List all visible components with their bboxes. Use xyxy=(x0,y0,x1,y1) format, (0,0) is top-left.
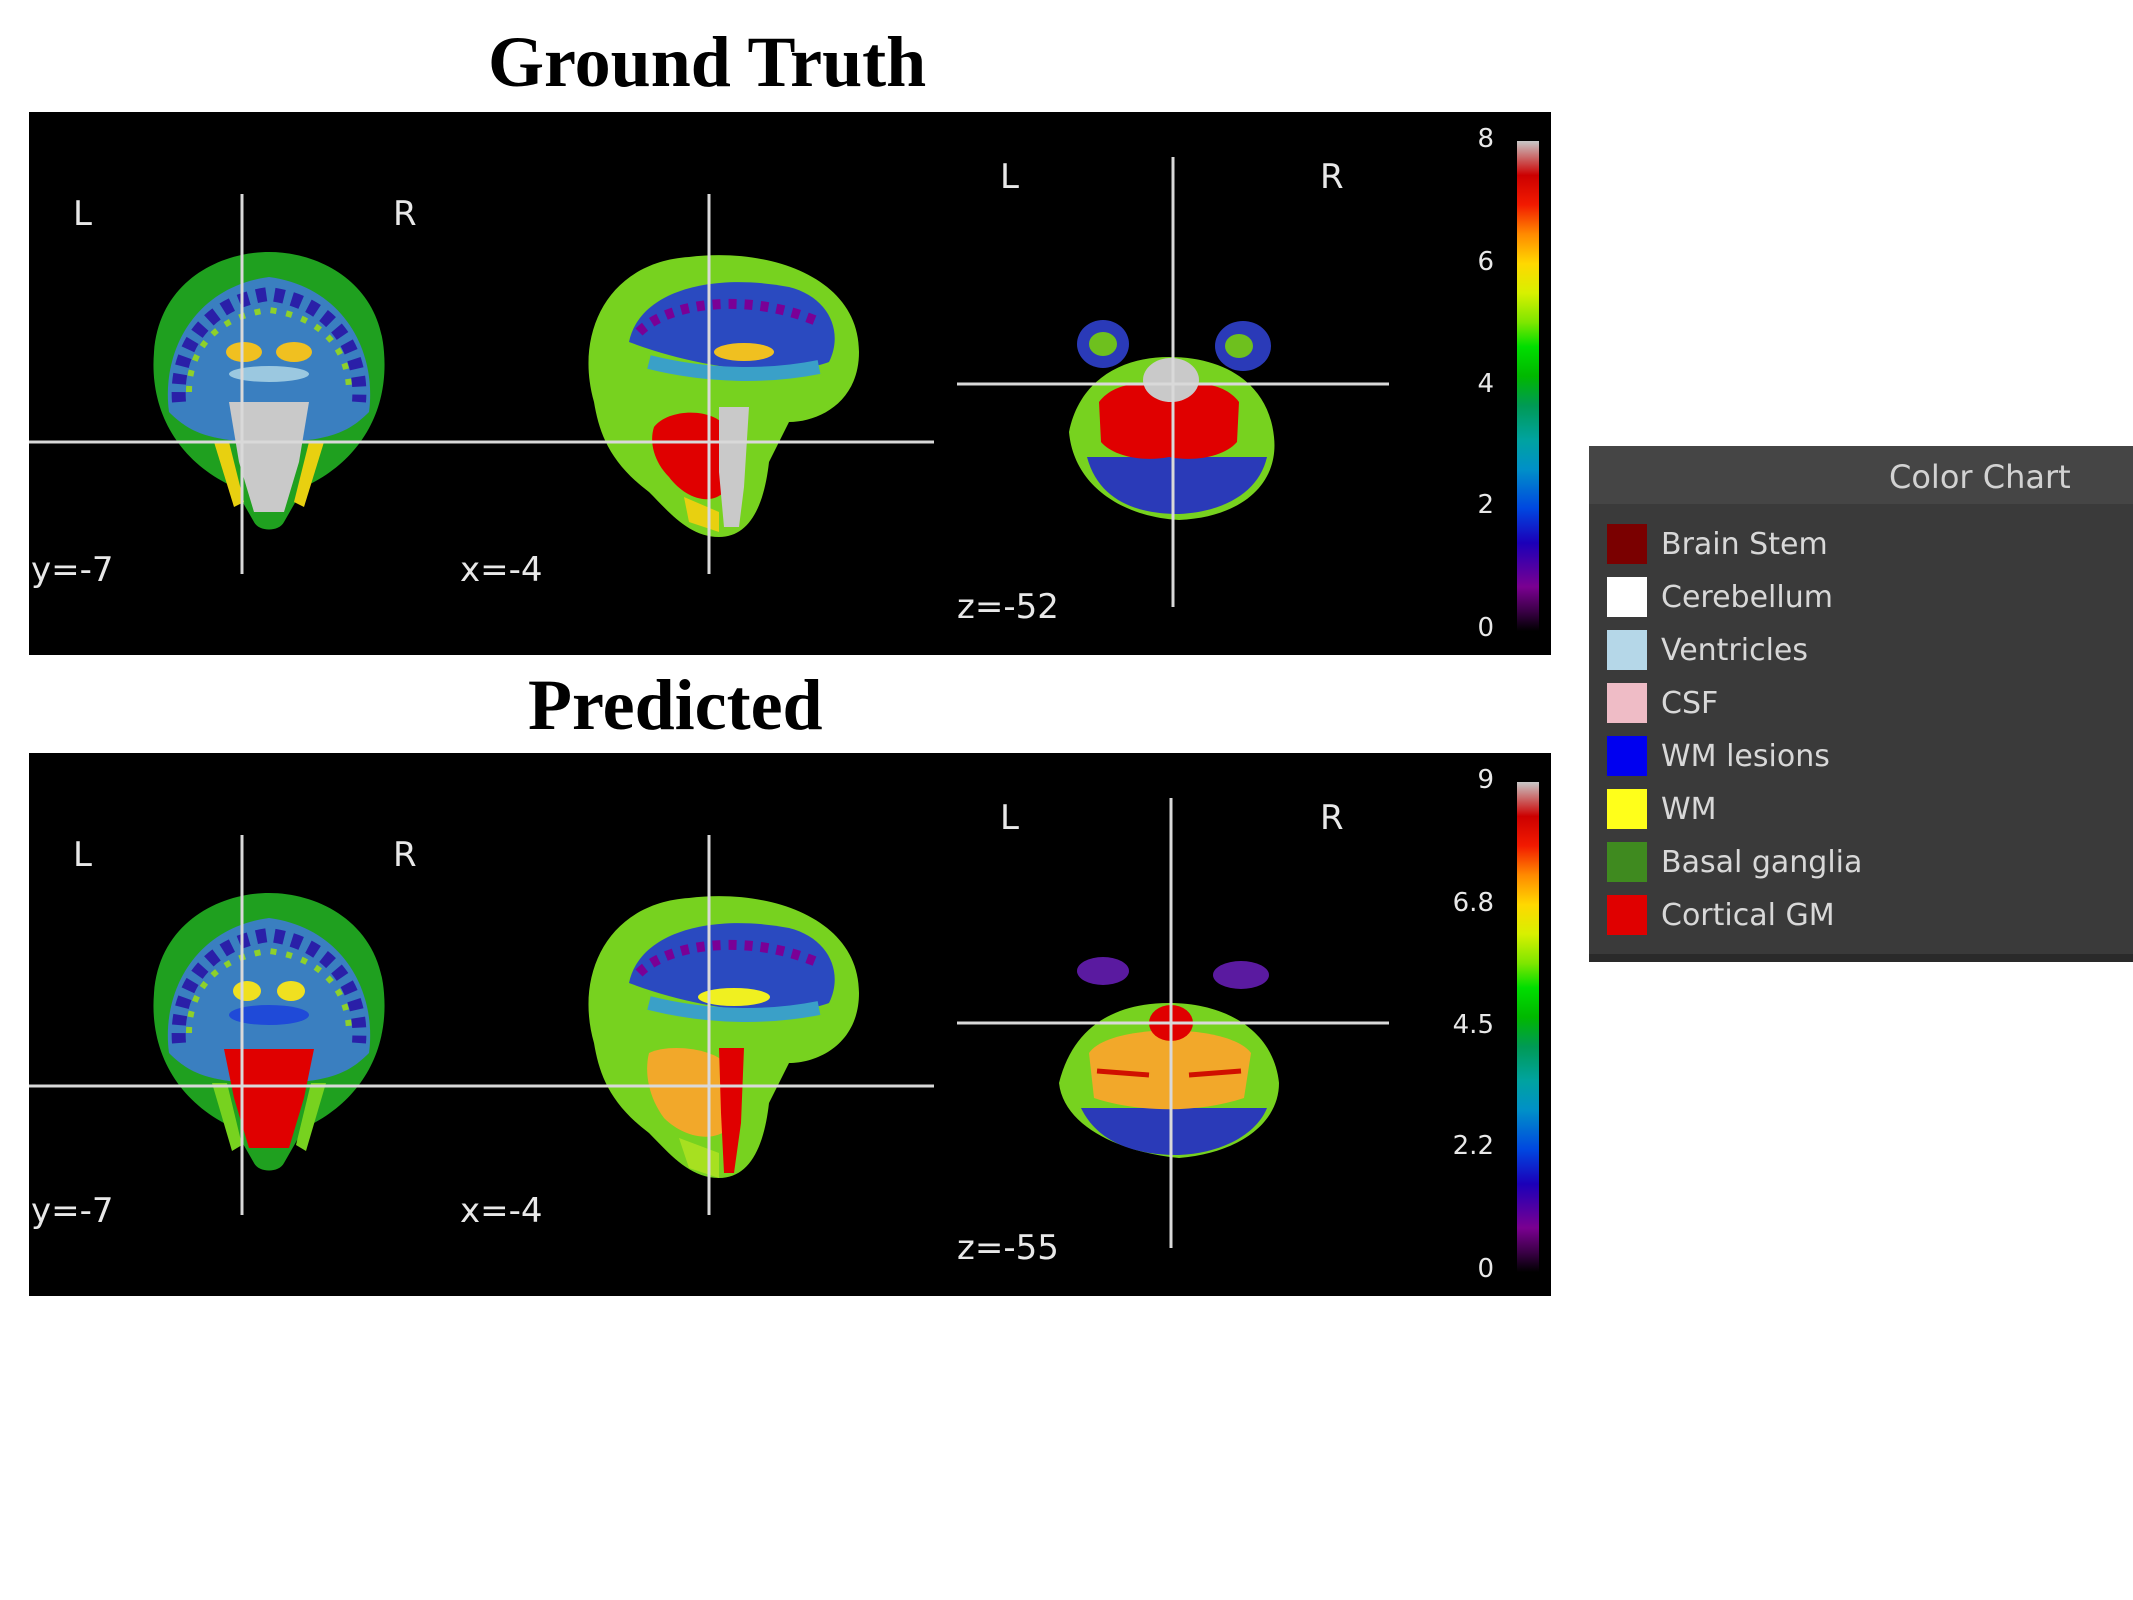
legend-label: Basal ganglia xyxy=(1661,844,1863,880)
colorbar xyxy=(1517,782,1539,1272)
colorbar-tick: 4.5 xyxy=(1452,1010,1494,1040)
axial-right-label: R xyxy=(1320,157,1344,197)
colorbar-tick: 8 xyxy=(1477,124,1494,154)
legend-label: Brain Stem xyxy=(1661,526,1828,562)
coronal-right-label: R xyxy=(393,194,417,234)
colorbar-tick: 6 xyxy=(1477,247,1494,277)
coronal-right-label: R xyxy=(393,835,417,875)
legend-bottom-edge xyxy=(1589,954,2133,962)
legend-swatch xyxy=(1607,895,1647,935)
coronal-left-label: L xyxy=(73,194,92,234)
legend-item: WM xyxy=(1607,789,1717,829)
legend-header: Color Chart xyxy=(1589,446,2133,504)
sagittal-coord-label: x=-4 xyxy=(460,550,543,590)
legend-label: Cerebellum xyxy=(1661,579,1833,615)
predicted-panel: L R y=-7 x=-4 L R z=-55 9 6.8 4.5 2.2 0 xyxy=(29,753,1551,1296)
legend-swatch xyxy=(1607,789,1647,829)
axial-left-label: L xyxy=(1000,157,1019,197)
crosshairs xyxy=(29,157,1389,607)
legend-item: Ventricles xyxy=(1607,630,1808,670)
legend-label: CSF xyxy=(1661,685,1719,721)
legend-item: Brain Stem xyxy=(1607,524,1828,564)
ground-truth-title: Ground Truth xyxy=(488,22,927,102)
axial-coord-label: z=-55 xyxy=(957,1228,1059,1268)
colorbar-tick: 0 xyxy=(1477,613,1494,643)
coronal-coord-label: y=-7 xyxy=(31,1191,114,1231)
legend-swatch xyxy=(1607,736,1647,776)
sagittal-slice xyxy=(588,255,859,538)
legend-label: Ventricles xyxy=(1661,632,1809,668)
legend-swatch xyxy=(1607,524,1647,564)
predicted-slices xyxy=(29,798,1389,1248)
sagittal-slice xyxy=(588,896,859,1178)
legend-swatch xyxy=(1607,683,1647,723)
legend-label: Cortical GM xyxy=(1661,897,1835,933)
axial-slice xyxy=(1059,957,1279,1158)
axial-left-label: L xyxy=(1000,798,1019,838)
legend-item: Cerebellum xyxy=(1607,577,1833,617)
sagittal-coord-label: x=-4 xyxy=(460,1191,543,1231)
legend-item: CSF xyxy=(1607,683,1718,723)
axial-coord-label: z=-52 xyxy=(957,587,1059,627)
coronal-coord-label: y=-7 xyxy=(31,550,114,590)
ground-truth-slices xyxy=(29,157,1389,607)
legend-item: WM lesions xyxy=(1607,736,1830,776)
colorbar-tick: 4 xyxy=(1477,369,1494,399)
legend-title: Color Chart xyxy=(1889,458,2071,496)
axial-right-label: R xyxy=(1320,798,1344,838)
colorbar-tick: 6.8 xyxy=(1452,888,1494,918)
colorbar-tick: 2 xyxy=(1477,490,1494,520)
legend-label: WM lesions xyxy=(1661,738,1830,774)
legend-swatch xyxy=(1607,630,1647,670)
colorbar-tick: 2.2 xyxy=(1452,1131,1494,1161)
coronal-left-label: L xyxy=(73,835,92,875)
predicted-title: Predicted xyxy=(528,665,823,745)
legend-swatch xyxy=(1607,577,1647,617)
color-chart-legend: Color Chart Brain Stem Cerebellum Ventricl… xyxy=(1589,446,2133,962)
legend-swatch xyxy=(1607,842,1647,882)
coronal-slice xyxy=(153,893,385,1171)
crosshairs xyxy=(29,798,1389,1248)
coronal-slice xyxy=(153,252,385,530)
colorbar xyxy=(1517,141,1539,631)
legend-item: Cortical GM xyxy=(1607,895,1835,935)
colorbar-tick: 9 xyxy=(1477,765,1494,795)
colorbar-tick: 0 xyxy=(1477,1254,1494,1284)
ground-truth-panel: L R y=-7 x=-4 L R z=-52 8 6 4 2 0 xyxy=(29,112,1551,655)
legend-item: Basal ganglia xyxy=(1607,842,1862,882)
legend-label: WM xyxy=(1661,791,1717,827)
